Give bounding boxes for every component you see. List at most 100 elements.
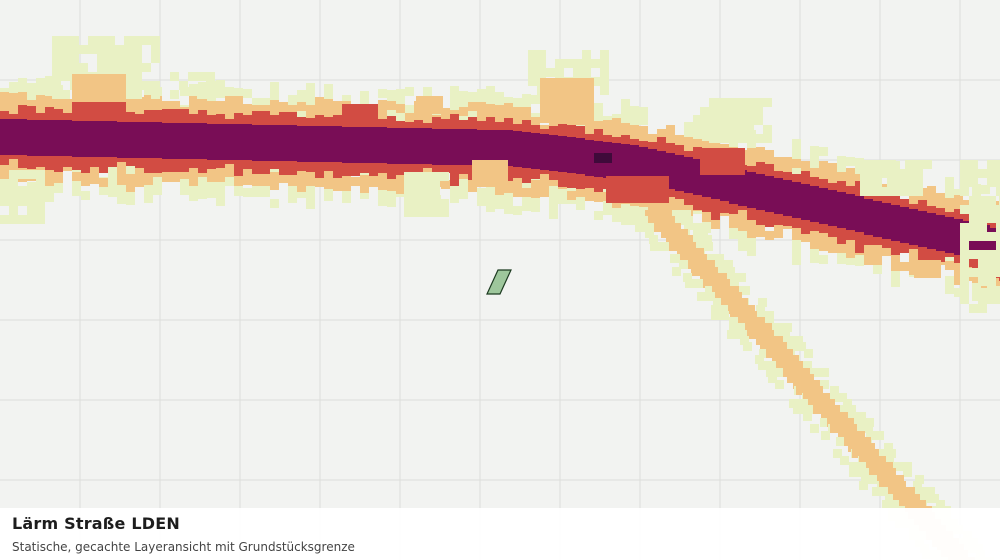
noise-cell-level-1 xyxy=(820,368,829,377)
noise-cell-level-3 xyxy=(702,194,711,203)
noise-cell-level-1 xyxy=(36,188,45,197)
noise-cell-level-4 xyxy=(693,168,702,177)
noise-cell-level-4 xyxy=(639,165,648,174)
noise-cell-level-2 xyxy=(486,104,495,113)
noise-cell-level-4 xyxy=(837,210,846,219)
noise-cell-level-1 xyxy=(270,199,279,208)
noise-cell-level-1 xyxy=(711,311,720,320)
noise-cell-level-3 xyxy=(837,235,846,244)
noise-cell-level-1 xyxy=(378,89,387,98)
noise-cell-level-1 xyxy=(849,468,858,477)
noise-cell-level-1 xyxy=(860,160,869,169)
noise-cell-level-2 xyxy=(859,456,868,465)
noise-cell-level-3 xyxy=(279,157,288,166)
noise-cell-level-1 xyxy=(765,317,774,326)
noise-cell-level-1 xyxy=(18,87,27,96)
noise-cell-level-4 xyxy=(621,144,630,153)
noise-cell-level-2 xyxy=(567,78,576,87)
noise-cell-level-2 xyxy=(787,374,796,383)
noise-cell-level-3 xyxy=(369,104,378,113)
noise-cell-level-2 xyxy=(666,125,675,134)
noise-cell-level-1 xyxy=(639,107,648,116)
noise-cell-level-1 xyxy=(179,81,188,90)
noise-cell-level-1 xyxy=(225,87,234,96)
noise-cell-level-2 xyxy=(495,105,504,114)
noise-cell-level-1 xyxy=(45,85,54,94)
noise-cell-level-2 xyxy=(270,109,279,118)
noise-cell-level-2 xyxy=(540,87,549,96)
noise-cell-level-1 xyxy=(872,487,881,496)
noise-cell-level-2 xyxy=(784,349,793,358)
noise-cell-level-1 xyxy=(27,83,36,92)
noise-cell-level-1 xyxy=(843,399,852,408)
noise-cell-level-3 xyxy=(792,174,801,183)
noise-cell-level-3 xyxy=(567,179,576,188)
noise-cell-level-3 xyxy=(736,166,745,175)
noise-cell-level-3 xyxy=(504,118,513,127)
noise-cell-level-1 xyxy=(133,90,142,99)
noise-cell-level-1 xyxy=(115,63,124,72)
noise-cell-level-2 xyxy=(680,254,689,263)
noise-cell-level-1 xyxy=(702,134,711,143)
noise-cell-level-1 xyxy=(996,241,1000,250)
noise-cell-level-2 xyxy=(756,330,765,339)
noise-cell-level-2 xyxy=(72,92,81,101)
noise-cell-level-3 xyxy=(351,122,360,131)
noise-cell-level-2 xyxy=(891,262,900,271)
noise-cell-level-3 xyxy=(642,176,651,185)
noise-cell-level-2 xyxy=(81,92,90,101)
noise-cell-level-3 xyxy=(99,111,108,120)
noise-cell-level-1 xyxy=(61,54,70,63)
noise-cell-level-2 xyxy=(827,418,836,427)
noise-cell-level-2 xyxy=(135,97,144,106)
noise-cell-level-3 xyxy=(828,228,837,237)
noise-cell-level-1 xyxy=(243,188,252,197)
noise-cell-level-4 xyxy=(216,124,225,133)
noise-cell-level-1 xyxy=(180,177,189,186)
noise-cell-level-3 xyxy=(603,135,612,144)
noise-cell-level-4 xyxy=(477,130,486,139)
noise-cell-level-1 xyxy=(0,179,9,188)
noise-cell-level-1 xyxy=(630,115,639,124)
noise-cell-level-4 xyxy=(81,148,90,157)
noise-cell-level-1 xyxy=(440,199,449,208)
noise-cell-level-2 xyxy=(567,191,576,200)
parcel-boundary[interactable] xyxy=(486,269,512,295)
noise-cell-level-3 xyxy=(783,217,792,226)
noise-cell-level-3 xyxy=(279,112,288,121)
noise-cell-level-4 xyxy=(747,181,756,190)
noise-cell-level-3 xyxy=(837,226,846,235)
noise-cell-level-1 xyxy=(960,160,969,169)
noise-cell-level-2 xyxy=(441,180,450,189)
noise-cell-level-3 xyxy=(693,192,702,201)
noise-cell-level-1 xyxy=(869,160,878,169)
noise-cell-level-1 xyxy=(819,255,828,264)
noise-cell-level-2 xyxy=(819,233,828,242)
noise-cell-level-4 xyxy=(189,141,198,150)
noise-cell-level-1 xyxy=(981,185,990,194)
noise-cell-level-1 xyxy=(70,54,79,63)
noise-cell-level-3 xyxy=(72,161,81,170)
noise-cell-level-2 xyxy=(739,311,748,320)
noise-cell-level-3 xyxy=(90,158,99,167)
noise-cell-level-2 xyxy=(875,462,884,471)
noise-cell-level-1 xyxy=(600,59,609,68)
noise-cell-level-2 xyxy=(830,424,839,433)
noise-cell-level-2 xyxy=(333,101,342,110)
noise-cell-level-4 xyxy=(531,160,540,169)
noise-cell-level-3 xyxy=(459,120,468,129)
noise-cell-level-4 xyxy=(828,208,837,217)
noise-cell-level-2 xyxy=(853,437,862,446)
noise-cell-level-3 xyxy=(180,163,189,172)
noise-cell-level-1 xyxy=(837,165,846,174)
noise-cell-level-2 xyxy=(684,137,693,146)
noise-cell-level-1 xyxy=(189,192,198,201)
noise-cell-level-2 xyxy=(225,114,234,123)
noise-cell-level-1 xyxy=(528,77,537,86)
noise-cell-level-1 xyxy=(846,157,855,166)
noise-cell-level-4 xyxy=(261,143,270,152)
noise-cell-level-2 xyxy=(378,109,387,118)
noise-cell-level-1 xyxy=(649,235,658,244)
noise-cell-level-1 xyxy=(612,204,621,213)
